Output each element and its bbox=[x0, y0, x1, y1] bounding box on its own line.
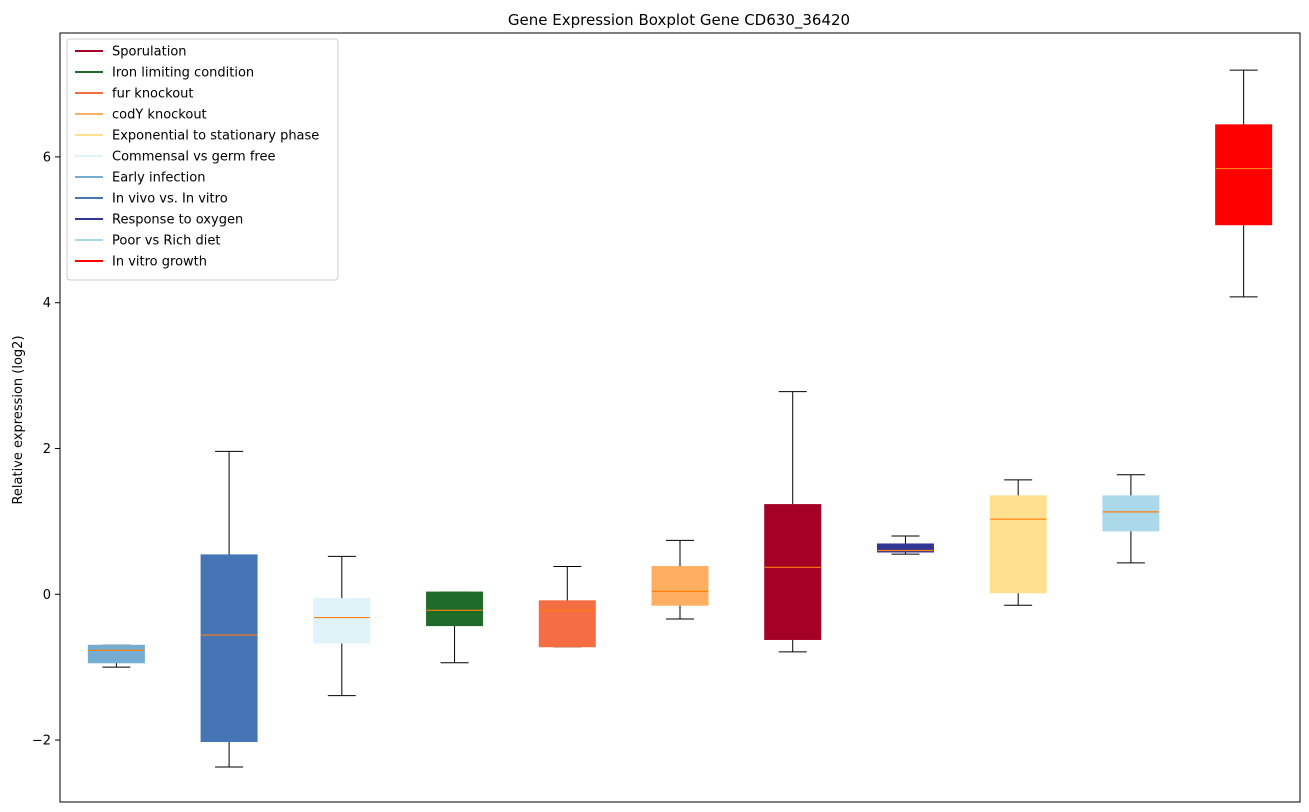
box bbox=[876, 543, 934, 553]
legend-label: In vitro growth bbox=[112, 255, 207, 270]
box-group bbox=[764, 391, 822, 653]
box-group bbox=[200, 450, 258, 768]
box bbox=[200, 554, 258, 743]
legend-frame bbox=[66, 38, 339, 281]
legend-label: Iron limiting condition bbox=[112, 66, 254, 81]
box bbox=[426, 591, 484, 627]
legend-item: Sporulation bbox=[75, 45, 187, 60]
y-tick-label: 2 bbox=[43, 442, 51, 457]
box-group bbox=[87, 644, 145, 668]
legend-item: In vitro growth bbox=[75, 255, 207, 270]
box bbox=[989, 495, 1047, 594]
box bbox=[313, 598, 371, 644]
box bbox=[651, 566, 709, 606]
legend-label: Commensal vs germ free bbox=[112, 150, 275, 165]
legend: Sporulation Iron limiting condition fur kn… bbox=[66, 38, 339, 281]
box-group bbox=[651, 539, 709, 620]
box-group bbox=[313, 555, 371, 697]
y-axis-label: Relative expression (log2) bbox=[11, 335, 26, 504]
legend-label: Sporulation bbox=[112, 45, 187, 60]
legend-label: codY knockout bbox=[112, 108, 207, 123]
box bbox=[538, 600, 596, 648]
legend-item: fur knockout bbox=[75, 87, 194, 102]
legend-item: Response to oxygen bbox=[75, 213, 243, 228]
box-group bbox=[876, 535, 934, 555]
legend-item: Commensal vs germ free bbox=[75, 150, 275, 165]
chart-title: Gene Expression Boxplot Gene CD630_36420 bbox=[508, 11, 850, 30]
legend-item: Early infection bbox=[75, 171, 205, 186]
legend-label: In vivo vs. In vitro bbox=[112, 192, 228, 207]
legend-label: Exponential to stationary phase bbox=[112, 129, 319, 144]
y-tick-label: 0 bbox=[43, 588, 51, 603]
y-tick-label: 6 bbox=[43, 150, 51, 165]
box-group bbox=[538, 566, 596, 648]
legend-item: codY knockout bbox=[75, 108, 207, 123]
box-group bbox=[1102, 474, 1160, 564]
box-group bbox=[426, 591, 484, 664]
box-group bbox=[1215, 69, 1273, 298]
legend-label: fur knockout bbox=[112, 87, 194, 102]
plot-frame bbox=[59, 32, 1301, 803]
box bbox=[1102, 495, 1160, 532]
legend-label: Early infection bbox=[112, 171, 205, 186]
y-tick-label: 4 bbox=[43, 296, 51, 311]
legend-item: Exponential to stationary phase bbox=[75, 129, 319, 144]
legend-item: In vivo vs. In vitro bbox=[75, 192, 228, 207]
legend-label: Poor vs Rich diet bbox=[112, 234, 220, 249]
box bbox=[764, 504, 822, 640]
box bbox=[87, 644, 145, 664]
box-group bbox=[989, 479, 1047, 606]
y-tick-label: −2 bbox=[32, 734, 51, 749]
legend-item: Poor vs Rich diet bbox=[75, 234, 220, 249]
legend-label: Response to oxygen bbox=[112, 213, 243, 228]
box bbox=[1215, 124, 1273, 226]
plot-area bbox=[87, 69, 1273, 768]
legend-item: Iron limiting condition bbox=[75, 66, 254, 81]
y-axis: −2 0 2 4 6 bbox=[32, 150, 60, 749]
